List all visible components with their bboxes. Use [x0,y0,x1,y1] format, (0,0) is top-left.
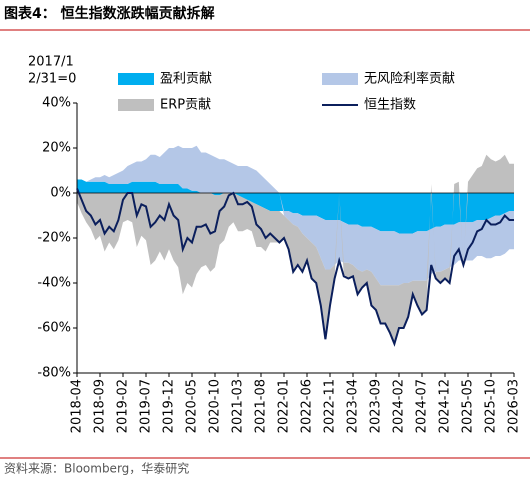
legend-label: 盈利贡献 [160,72,212,87]
legend-swatch [322,73,358,85]
note: 2017/1 [28,55,74,70]
x-tick-label: 2023-09 [369,379,384,433]
y-tick-label: -80% [37,366,71,381]
y-tick-label: 20% [42,141,71,156]
legend-label: ERP贡献 [160,98,211,113]
x-tick-label: 2020-10 [208,379,223,433]
legend-label: 无风险利率贡献 [364,71,455,87]
x-tick-label: 2024-07 [415,379,430,433]
legend-swatch [118,73,154,85]
x-tick-label: 2025-05 [461,379,476,433]
x-tick-label: 2021-03 [231,379,246,433]
chart-title: 图表4： 恒生指数涨跌幅贡献拆解 [4,5,215,22]
x-tick-label: 2024-02 [392,379,407,433]
area [77,154,514,344]
x-tick-label: 2022-11 [323,379,338,433]
x-tick-label: 2019-02 [116,379,131,433]
x-tick-label: 2026-03 [507,379,522,433]
x-tick-label: 2018-09 [93,379,108,433]
legend-label: 恒生指数 [364,98,416,113]
x-tick-label: 2022-01 [277,379,292,433]
x-tick-label: 2025-10 [484,379,499,433]
area [77,145,514,286]
x-tick-label: 2024-12 [438,379,453,433]
x-tick-label: 2022-06 [300,379,315,433]
x-tick-label: 2023-04 [346,379,361,433]
y-tick-label: -40% [37,276,71,291]
y-tick-label: 0% [50,186,71,201]
y-tick-label: -20% [37,231,71,246]
y-tick-label: 40% [42,96,71,111]
source: 资料来源：Bloomberg，华泰研究 [4,461,189,476]
x-tick-label: 2019-07 [139,379,154,433]
x-tick-label: 2021-08 [254,379,269,433]
x-tick-label: 2018-04 [70,379,85,433]
legend-swatch [118,99,154,111]
line [76,188,514,347]
note: 2/31=0 [28,72,76,87]
y-tick-label: -60% [37,321,71,336]
x-tick-label: 2019-12 [162,379,177,433]
x-tick-label: 2020-05 [185,379,200,433]
